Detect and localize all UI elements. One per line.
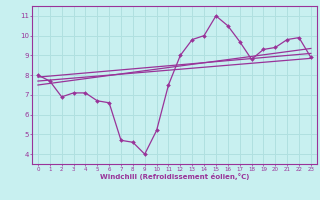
X-axis label: Windchill (Refroidissement éolien,°C): Windchill (Refroidissement éolien,°C) [100,173,249,180]
